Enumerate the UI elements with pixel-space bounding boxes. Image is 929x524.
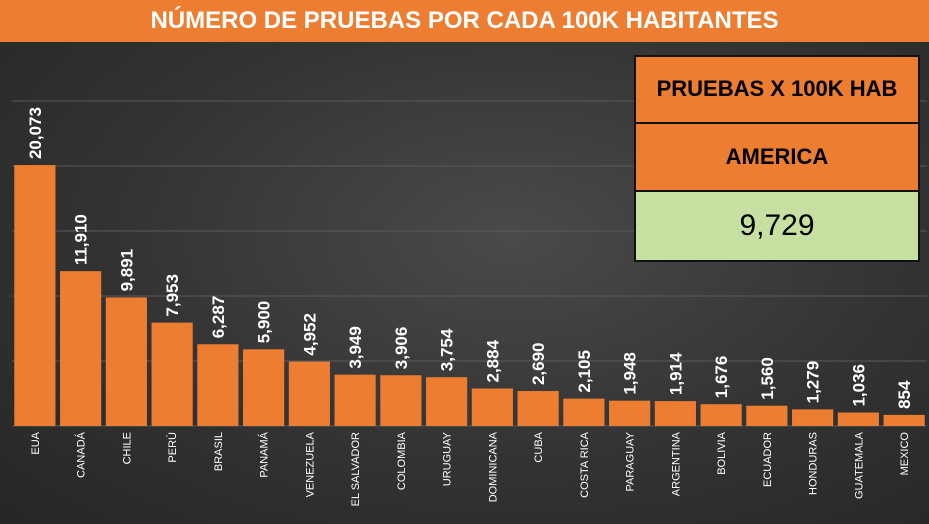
x-tick-label: PANAMÁ <box>258 431 271 477</box>
value-label: 2,690 <box>529 342 548 385</box>
summary-header: PRUEBAS X 100K HAB <box>636 57 918 124</box>
value-label: 854 <box>895 380 914 409</box>
x-tick-label: ARGENTINA <box>670 431 682 496</box>
x-tick-label: CANADÁ <box>75 431 88 478</box>
value-label: 1,560 <box>758 357 777 400</box>
bar <box>700 404 742 426</box>
bar <box>334 374 376 426</box>
x-tick-label: GUATEMALA <box>853 431 865 499</box>
bar <box>243 349 285 426</box>
bar <box>288 361 330 426</box>
chart-title: NÚMERO DE PRUEBAS POR CADA 100K HABITANT… <box>0 0 929 42</box>
x-tick-label: EUA <box>30 431 42 454</box>
value-label: 3,906 <box>392 327 411 370</box>
bar <box>883 414 925 426</box>
value-label: 2,105 <box>575 350 594 393</box>
x-tick-label: BOLIVIA <box>716 431 728 474</box>
bar <box>105 297 147 426</box>
summary-value: 9,729 <box>636 192 918 260</box>
value-label: 9,891 <box>117 249 136 292</box>
bar <box>792 409 834 426</box>
value-label: 11,910 <box>72 214 91 265</box>
x-tick-label: COLOMBIA <box>396 431 408 490</box>
x-tick-label: HONDURAS <box>808 432 820 495</box>
bar <box>151 322 193 426</box>
x-tick-label: CUBA <box>533 431 545 462</box>
bar <box>517 391 559 426</box>
bar <box>654 401 696 426</box>
x-tick-label: COSTA RICA <box>579 431 591 497</box>
value-label: 3,949 <box>346 326 365 369</box>
bar <box>197 344 239 426</box>
x-tick-label: URUGUAY <box>442 431 454 486</box>
x-tick-label: BRASIL <box>213 432 225 471</box>
value-label: 1,036 <box>849 364 868 407</box>
x-tick-label: DOMINICANA <box>487 431 499 502</box>
x-tick-label: EL SALVADOR <box>350 432 362 506</box>
value-label: 1,948 <box>621 352 640 395</box>
x-tick-label: MEXICO <box>899 432 911 476</box>
bar <box>380 375 422 426</box>
x-tick-label: PARAGUAY <box>625 431 637 491</box>
bar <box>746 405 788 426</box>
value-label: 5,900 <box>255 301 274 344</box>
x-tick-label: CHILE <box>121 432 133 464</box>
value-label: 6,287 <box>209 296 228 339</box>
bar <box>563 398 605 426</box>
value-label: 1,279 <box>804 361 823 404</box>
bar <box>471 388 513 426</box>
bar <box>14 165 56 426</box>
value-label: 1,914 <box>666 352 685 395</box>
value-label: 2,884 <box>483 339 502 382</box>
x-tick-label: ECUADOR <box>762 432 774 487</box>
value-label: 3,754 <box>438 328 457 371</box>
bar <box>60 271 102 426</box>
x-tick-label: VENEZUELA <box>304 431 316 497</box>
value-label: 4,952 <box>300 313 319 356</box>
bar <box>837 412 879 426</box>
summary-region: AMERICA <box>636 124 918 192</box>
value-label: 20,073 <box>26 107 45 159</box>
bar <box>426 377 468 426</box>
x-tick-label: PERÚ <box>166 432 179 463</box>
bar <box>609 400 651 426</box>
summary-box: PRUEBAS X 100K HAB AMERICA 9,729 <box>634 55 920 262</box>
value-label: 1,676 <box>712 356 731 399</box>
value-label: 7,953 <box>163 274 182 317</box>
